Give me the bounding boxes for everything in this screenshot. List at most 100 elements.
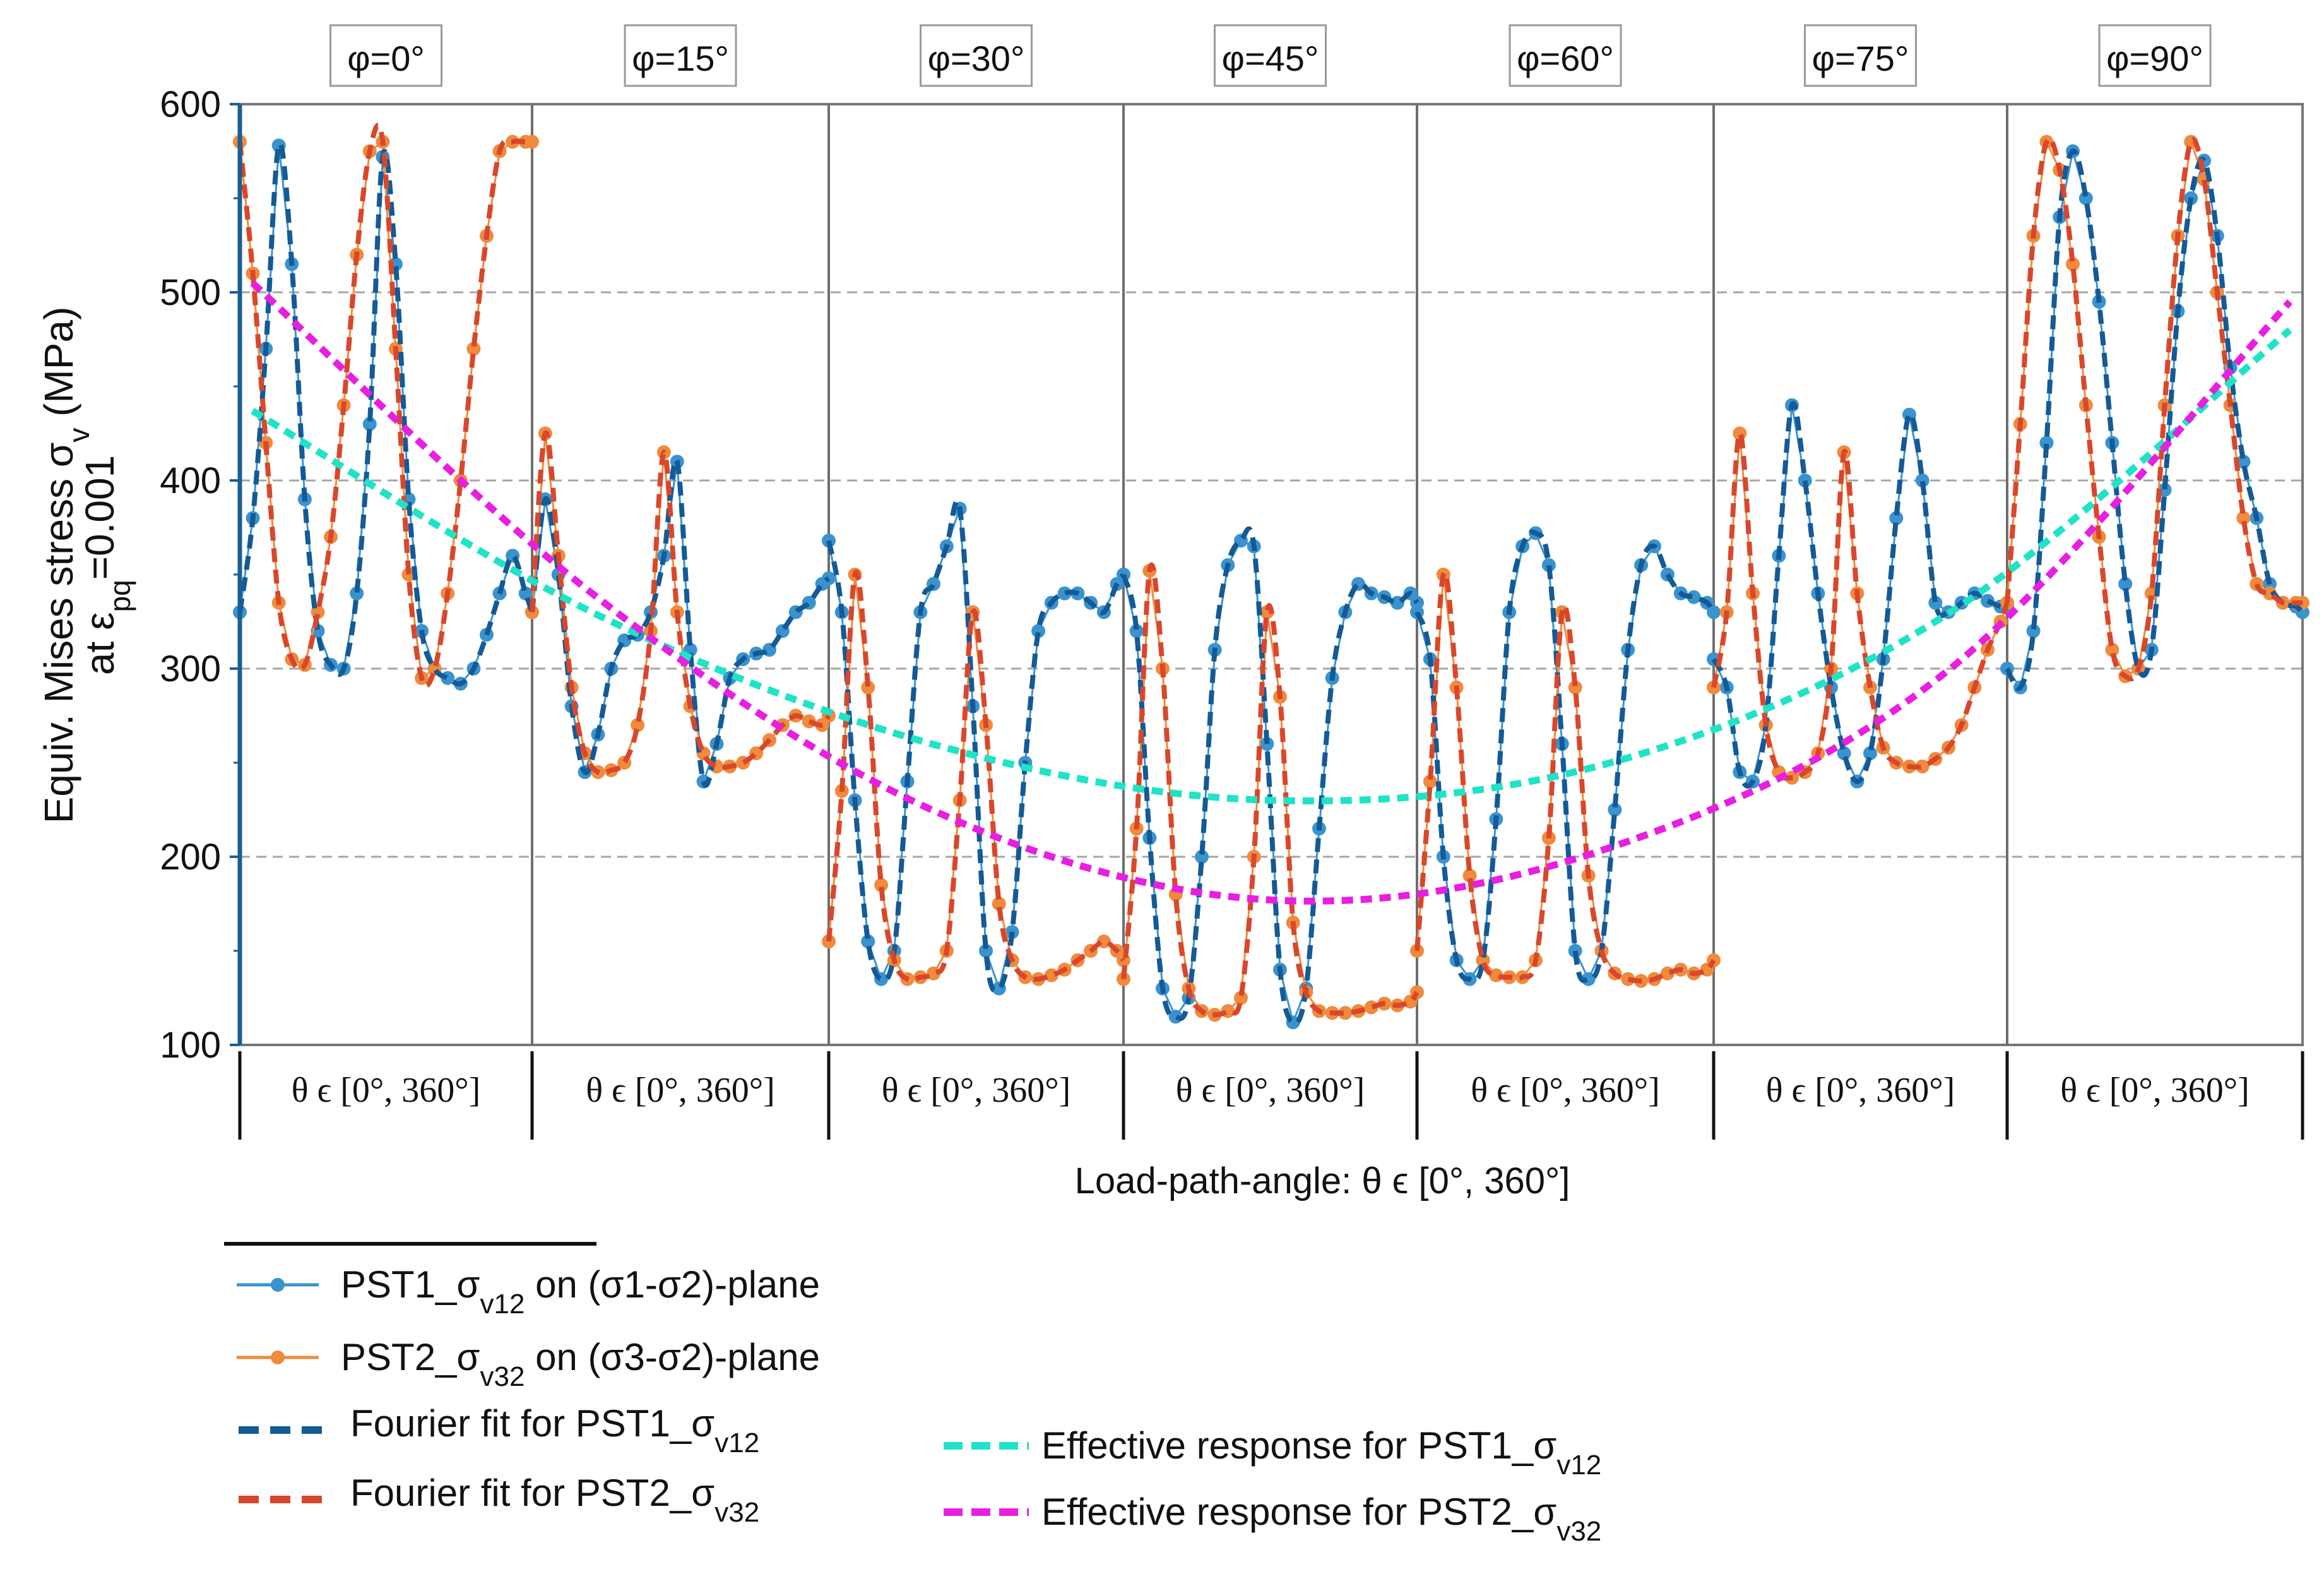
legend: PST1_σv12 on (σ1-σ2)-plane PST2_σv32 on …: [224, 1242, 1601, 1547]
plot-frame: [239, 103, 2304, 1046]
data-point-2: [1338, 1006, 1353, 1020]
panel-range-label: θ ϵ [0°, 360°]: [1176, 1071, 1365, 1110]
fourier-fit-1: [2005, 148, 2304, 691]
data-point-2: [1621, 972, 1635, 986]
data-point-2: [1234, 991, 1248, 1005]
panel-header-box: [2098, 24, 2212, 87]
panel-header: φ=30°: [928, 39, 1025, 78]
data-point-2: [861, 680, 875, 695]
legend-item-fit1: Fourier fit for PST1_σv12: [350, 1402, 759, 1458]
data-point-1: [1915, 474, 1930, 487]
fourier-fit-2: [1414, 570, 1716, 984]
panel-range-label: θ ϵ [0°, 360°]: [292, 1071, 481, 1110]
data-point-1: [1687, 590, 1701, 604]
data-point-1: [1568, 944, 1582, 958]
grid-layer: [239, 103, 2304, 1046]
y-axis-label-line2: at εpq=0.001: [77, 455, 136, 675]
panel-header-box: [920, 24, 1033, 87]
data-point-1: [822, 571, 836, 585]
x-axis-label: Load-path-angle: θ ϵ [0°, 360°]: [1075, 1160, 1570, 1201]
data-point-1: [1608, 802, 1622, 817]
data-point-1: [1541, 558, 1556, 573]
data-point-1: [2236, 455, 2251, 469]
legend-item-pst1: PST1_σv12 on (σ1-σ2)-plane: [341, 1263, 820, 1320]
panel-header-box: [329, 24, 442, 87]
data-point-2: [1568, 680, 1582, 695]
panel-header: φ=60°: [1517, 39, 1614, 78]
panel-header: φ=75°: [1812, 39, 1909, 78]
y-tick-label: 200: [160, 837, 221, 878]
data-point-2: [1423, 774, 1437, 789]
data-point-1: [2026, 624, 2041, 638]
fourier-fit-1: [1121, 526, 1420, 1026]
data-point-1: [1928, 595, 1943, 610]
data-point-1: [2039, 436, 2054, 450]
fourier-fit-2: [826, 569, 1126, 983]
legend-item-eff1: Effective response for PST1_σv12: [1041, 1424, 1601, 1481]
data-point-2: [631, 718, 645, 732]
data-point-2: [311, 605, 325, 619]
effective-response-1: [251, 327, 2292, 805]
data-point-2: [874, 878, 889, 892]
y-tick-label: 600: [160, 84, 221, 125]
panel-header-box: [1214, 24, 1327, 87]
panel-header-box: [1509, 24, 1622, 87]
fourier-fit-1: [1711, 401, 2008, 789]
data-point-1: [1707, 605, 1721, 619]
data-point-1: [1031, 624, 1046, 638]
data-point-2: [2105, 643, 2119, 657]
data-point-1: [861, 934, 875, 949]
fourier-fit-2: [237, 122, 532, 689]
data-point-1: [350, 586, 364, 600]
fourier-fit-1: [1414, 529, 1716, 983]
data-point-2: [2066, 257, 2080, 271]
panel-range-label: θ ϵ [0°, 360°]: [2060, 1071, 2250, 1110]
data-point-1: [979, 944, 993, 958]
fourier-fit-2: [1121, 563, 1420, 1018]
axis-layer: 100 200 300 400 500 600 φ=0° φ=15° φ=30° φ=45° φ=6…: [160, 24, 2304, 1140]
panel-range-label: θ ϵ [0°, 360°]: [1766, 1071, 1955, 1110]
data-point-1: [1863, 746, 1877, 761]
data-point-1: [362, 417, 377, 431]
fourier-fit-2: [2005, 136, 2303, 682]
data-point-1: [2118, 576, 2133, 591]
legend-swatch-pst1-marker: [271, 1278, 285, 1292]
data-point-1: [1889, 511, 1904, 525]
data-point-2: [1915, 759, 1930, 773]
panel-header: φ=90°: [2106, 39, 2203, 78]
series-line-2: [239, 140, 532, 680]
data-point-2: [466, 342, 481, 356]
series-layer: [233, 122, 2309, 1030]
y-tick-label: 100: [160, 1025, 221, 1066]
fourier-fit-1: [237, 141, 535, 687]
panel-range-label: θ ϵ [0°, 360°]: [586, 1071, 775, 1110]
y-tick-label: 300: [160, 648, 221, 689]
effective-response-2: [250, 280, 2293, 905]
data-point-2: [1462, 868, 1477, 883]
data-point-1: [2078, 191, 2093, 205]
legend-swatch-pst2-marker: [271, 1350, 285, 1364]
data-point-1: [822, 534, 836, 548]
fourier-fit-1: [530, 457, 831, 788]
fourier-fit-2: [530, 430, 831, 776]
data-point-1: [1129, 624, 1144, 638]
legend-item-pst2: PST2_σv32 on (σ3-σ2)-plane: [341, 1336, 820, 1392]
data-point-2: [525, 134, 539, 149]
panel-header: φ=0°: [347, 39, 425, 78]
y-axis-label-line1: Equiv. Mises stress σv (MPa): [36, 307, 95, 824]
panel-header-box: [624, 24, 737, 87]
legend-item-fit2: Fourier fit for PST2_σv32: [350, 1472, 759, 1528]
panel-range-label: θ ϵ [0°, 360°]: [882, 1071, 1071, 1110]
panel-header-box: [1804, 24, 1917, 87]
data-point-2: [992, 897, 1006, 911]
panel-range-label: θ ϵ [0°, 360°]: [1471, 1071, 1660, 1110]
data-point-1: [1798, 474, 1812, 487]
data-point-1: [1195, 850, 1209, 864]
y-tick-label: 400: [160, 460, 221, 501]
y-tick-label: 500: [160, 272, 221, 313]
legend-item-eff2: Effective response for PST2_σv32: [1041, 1491, 1601, 1547]
fourier-fit-2: [1711, 431, 2010, 781]
panel-header: φ=45°: [1222, 39, 1319, 78]
panel-header: φ=15°: [632, 39, 729, 78]
